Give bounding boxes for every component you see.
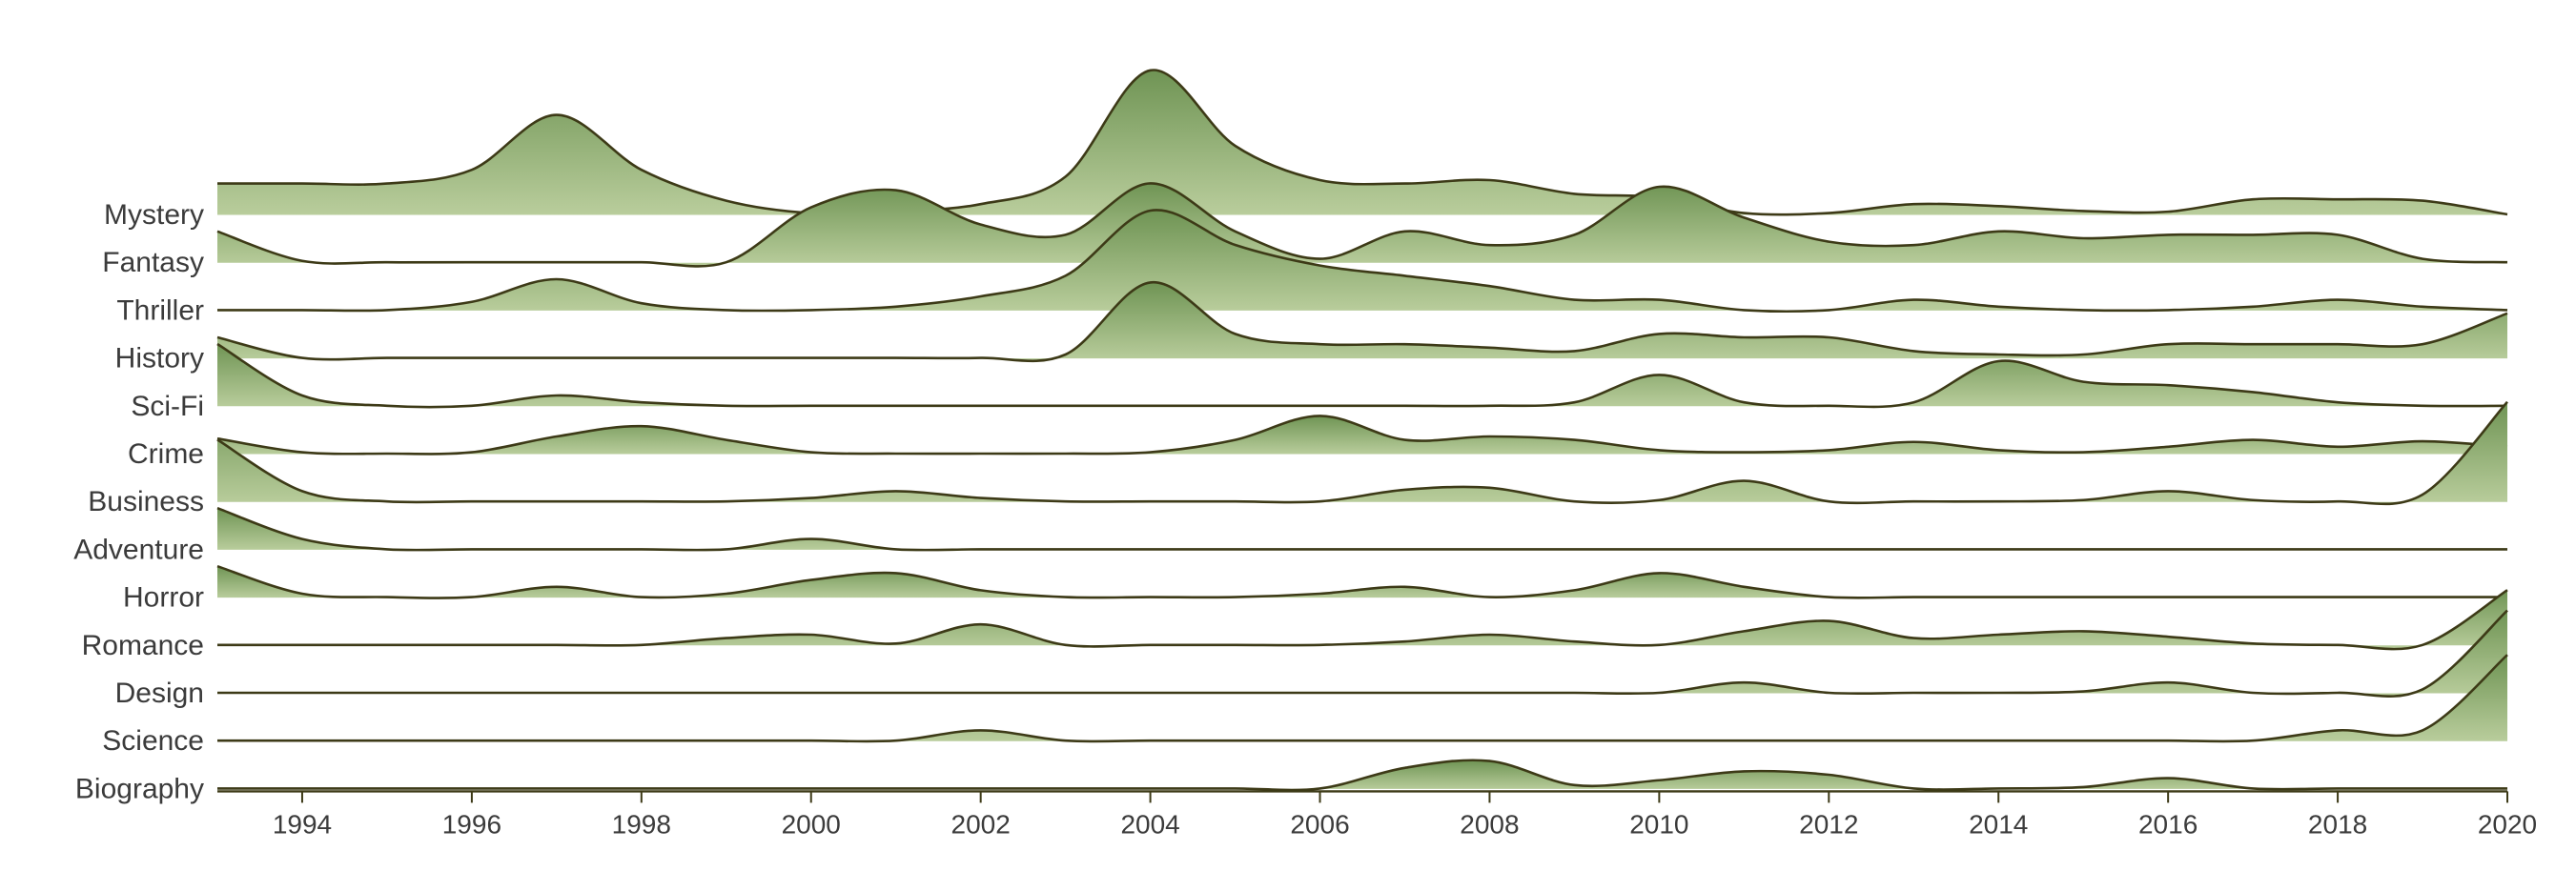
- ridge-area-horror: [217, 566, 2507, 598]
- ridge-line-adventure: [216, 506, 2507, 552]
- ridge-area-fantasy: [217, 183, 2507, 267]
- ridge-line-mystery: [217, 69, 2508, 216]
- row-label-romance: Romance: [82, 630, 204, 661]
- row-label-design: Design: [115, 678, 204, 709]
- ridge-line-romance: [217, 589, 2508, 651]
- ridge-line-fantasy: [216, 182, 2508, 268]
- row-label-history: History: [115, 343, 204, 375]
- x-tick-label-2008: 2008: [1460, 809, 1519, 839]
- ridge-area-adventure: [217, 508, 2507, 551]
- ridge-line-business: [216, 400, 2508, 506]
- x-tick-label-2016: 2016: [2138, 809, 2198, 839]
- ridges-group: [216, 69, 2508, 792]
- row-labels-group: Mystery Fantasy Thriller History Sci-Fi Crime…: [73, 199, 204, 804]
- x-axis: 1994 1996 1998 2000 2002 2004 2006 2008 2010 2012…: [217, 790, 2537, 839]
- row-label-mystery: Mystery: [104, 199, 204, 231]
- x-tick-label-2014: 2014: [1969, 809, 2028, 839]
- x-tick-label-2004: 2004: [1120, 809, 1179, 839]
- x-tick-label-2020: 2020: [2478, 809, 2537, 839]
- row-label-science: Science: [102, 725, 204, 757]
- row-label-sci-fi: Sci-Fi: [131, 391, 204, 422]
- x-tick-label-2002: 2002: [951, 809, 1011, 839]
- ridge-area-sci-fi: [217, 344, 2507, 408]
- row-label-fantasy: Fantasy: [102, 247, 204, 278]
- row-label-business: Business: [88, 486, 204, 517]
- row-label-crime: Crime: [128, 438, 204, 470]
- x-tick-label-1996: 1996: [442, 809, 501, 839]
- ridge-line-biography: [217, 759, 2507, 792]
- ridge-line-science: [217, 654, 2508, 743]
- ridge-area-romance: [217, 590, 2507, 650]
- ridge-area-mystery: [217, 70, 2507, 215]
- row-label-adventure: Adventure: [73, 534, 204, 565]
- ridge-area-thriller: [217, 210, 2507, 312]
- ridge-line-sci-fi: [216, 342, 2508, 409]
- x-tick-label-1994: 1994: [273, 809, 332, 839]
- x-tick-label-2000: 2000: [782, 809, 841, 839]
- x-tick-label-2010: 2010: [1629, 809, 1688, 839]
- x-tick-label-2006: 2006: [1290, 809, 1349, 839]
- ridge-line-history: [216, 281, 2508, 363]
- row-label-thriller: Thriller: [116, 294, 204, 326]
- row-label-biography: Biography: [75, 773, 204, 804]
- ridge-line-design: [216, 609, 2508, 699]
- ridge-area-crime: [217, 415, 2507, 455]
- ridge-line-horror: [216, 564, 2507, 599]
- row-label-horror: Horror: [123, 582, 204, 614]
- x-tick-label-2012: 2012: [1799, 809, 1858, 839]
- ridge-area-biography: [217, 760, 2507, 790]
- ridge-line-crime: [216, 415, 2508, 456]
- ridge-area-science: [217, 655, 2507, 741]
- ridge-line-thriller: [217, 209, 2508, 314]
- x-tick-label-1998: 1998: [612, 809, 671, 839]
- x-tick-label-2018: 2018: [2308, 809, 2367, 839]
